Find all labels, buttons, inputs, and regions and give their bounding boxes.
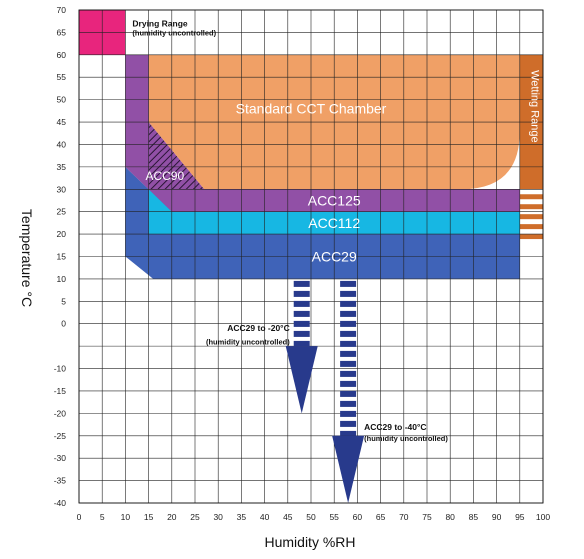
region-wetting-stripe xyxy=(519,204,543,210)
y-tick-label: 45 xyxy=(57,117,67,127)
arrow-shaft-dash xyxy=(340,300,357,307)
arrow-shaft-dash xyxy=(340,280,357,287)
arrow-shaft-dash xyxy=(340,320,357,327)
arrow-shaft-dash xyxy=(340,290,357,297)
y-tick-label: -10 xyxy=(54,364,67,374)
arrow-shaft-dash xyxy=(293,320,310,327)
x-tick-label: 60 xyxy=(353,512,363,522)
x-tick-label: 70 xyxy=(399,512,409,522)
region-wetting-stripe xyxy=(519,194,543,200)
arrow-shaft-dash xyxy=(293,300,310,307)
arrow-shaft-dash xyxy=(340,370,357,377)
arrow-shaft-dash xyxy=(293,290,310,297)
x-tick-label: 0 xyxy=(77,512,82,522)
x-tick-label: 20 xyxy=(167,512,177,522)
y-tick-label: 15 xyxy=(57,252,67,262)
label-acc112: ACC112 xyxy=(308,215,360,231)
arrow-shaft-dash xyxy=(340,310,357,317)
plot-frame xyxy=(78,9,544,504)
region-wetting-stripe xyxy=(519,214,543,220)
label-acc90: ACC90 xyxy=(145,169,184,183)
arrow-shaft-dash xyxy=(340,410,357,417)
x-tick-label: 35 xyxy=(237,512,247,522)
arrow-shaft-dash xyxy=(340,330,357,337)
label-wetting-range: Wetting Range xyxy=(528,70,540,143)
y-tick-label: 35 xyxy=(57,162,67,172)
label-acc29-minus40-note: (humidity uncontrolled) xyxy=(364,434,448,443)
arrow-shaft-dash xyxy=(340,390,357,397)
y-tick-label: 40 xyxy=(57,139,67,149)
x-tick-label: 5 xyxy=(100,512,105,522)
x-axis-title: Humidity %RH xyxy=(264,534,355,550)
x-tick-label: 80 xyxy=(445,512,455,522)
x-tick-label: 90 xyxy=(492,512,502,522)
x-tick-label: 65 xyxy=(376,512,386,522)
y-tick-label: -35 xyxy=(54,476,67,486)
region-acc125 xyxy=(125,54,520,212)
y-tick-label: -15 xyxy=(54,386,67,396)
region-wetting-stripe xyxy=(519,224,543,230)
label-standard-cct: Standard CCT Chamber xyxy=(236,101,387,117)
x-tick-label: 40 xyxy=(260,512,270,522)
x-tick-label: 55 xyxy=(329,512,339,522)
x-tick-label: 30 xyxy=(213,512,223,522)
x-tick-label: 50 xyxy=(306,512,316,522)
arrow-shaft-dash xyxy=(340,360,357,367)
y-tick-label: 5 xyxy=(61,296,66,306)
y-tick-label: -20 xyxy=(54,408,67,418)
x-tick-label: 100 xyxy=(536,512,550,522)
y-tick-label: 30 xyxy=(57,184,67,194)
x-tick-label: 25 xyxy=(190,512,200,522)
arrow-shaft-dash xyxy=(293,330,310,337)
y-tick-label: 25 xyxy=(57,207,67,217)
x-tick-label: 95 xyxy=(515,512,525,522)
label-drying-note: (humidity uncontrolled) xyxy=(132,28,216,37)
label-acc29: ACC29 xyxy=(312,249,357,265)
arrow-shaft-dash xyxy=(340,350,357,357)
x-tick-label: 15 xyxy=(144,512,154,522)
arrow-head-minus40 xyxy=(332,435,365,503)
y-tick-label: 0 xyxy=(61,319,66,329)
label-drying-range: Drying Range xyxy=(132,18,188,28)
y-tick-label: 65 xyxy=(57,27,67,37)
arrow-shaft-dash xyxy=(293,280,310,287)
label-acc29-minus20-note: (humidity uncontrolled) xyxy=(206,338,290,347)
x-tick-label: 10 xyxy=(121,512,131,522)
y-tick-label: 70 xyxy=(57,5,67,15)
region-wetting-stripe xyxy=(519,234,543,240)
arrow-shaft-dash xyxy=(340,420,357,427)
arrow-shaft-dash xyxy=(340,430,357,436)
label-acc125: ACC125 xyxy=(308,192,361,208)
arrow-shaft-dash xyxy=(340,380,357,387)
x-tick-label: 85 xyxy=(469,512,479,522)
arrow-shaft-dash xyxy=(340,400,357,407)
x-tick-label: 45 xyxy=(283,512,293,522)
arrow-shaft-dash xyxy=(293,310,310,317)
y-tick-label: 10 xyxy=(57,274,67,284)
arrow-shaft-dash xyxy=(340,340,357,347)
y-tick-label: 60 xyxy=(57,50,67,60)
y-tick-label: -30 xyxy=(54,453,67,463)
y-tick-label: -40 xyxy=(54,498,67,508)
y-tick-label: 20 xyxy=(57,229,67,239)
y-axis-title: Temperature °C xyxy=(19,209,35,307)
label-acc29-minus40: ACC29 to -40°C xyxy=(364,422,426,432)
arrow-shaft-dash xyxy=(293,340,310,347)
arrow-head-minus20 xyxy=(285,346,318,414)
y-tick-label: 50 xyxy=(57,95,67,105)
x-tick-label: 75 xyxy=(422,512,432,522)
y-tick-label: 55 xyxy=(57,72,67,82)
label-acc29-minus20: ACC29 to -20°C xyxy=(227,323,289,333)
y-tick-label: -25 xyxy=(54,431,67,441)
